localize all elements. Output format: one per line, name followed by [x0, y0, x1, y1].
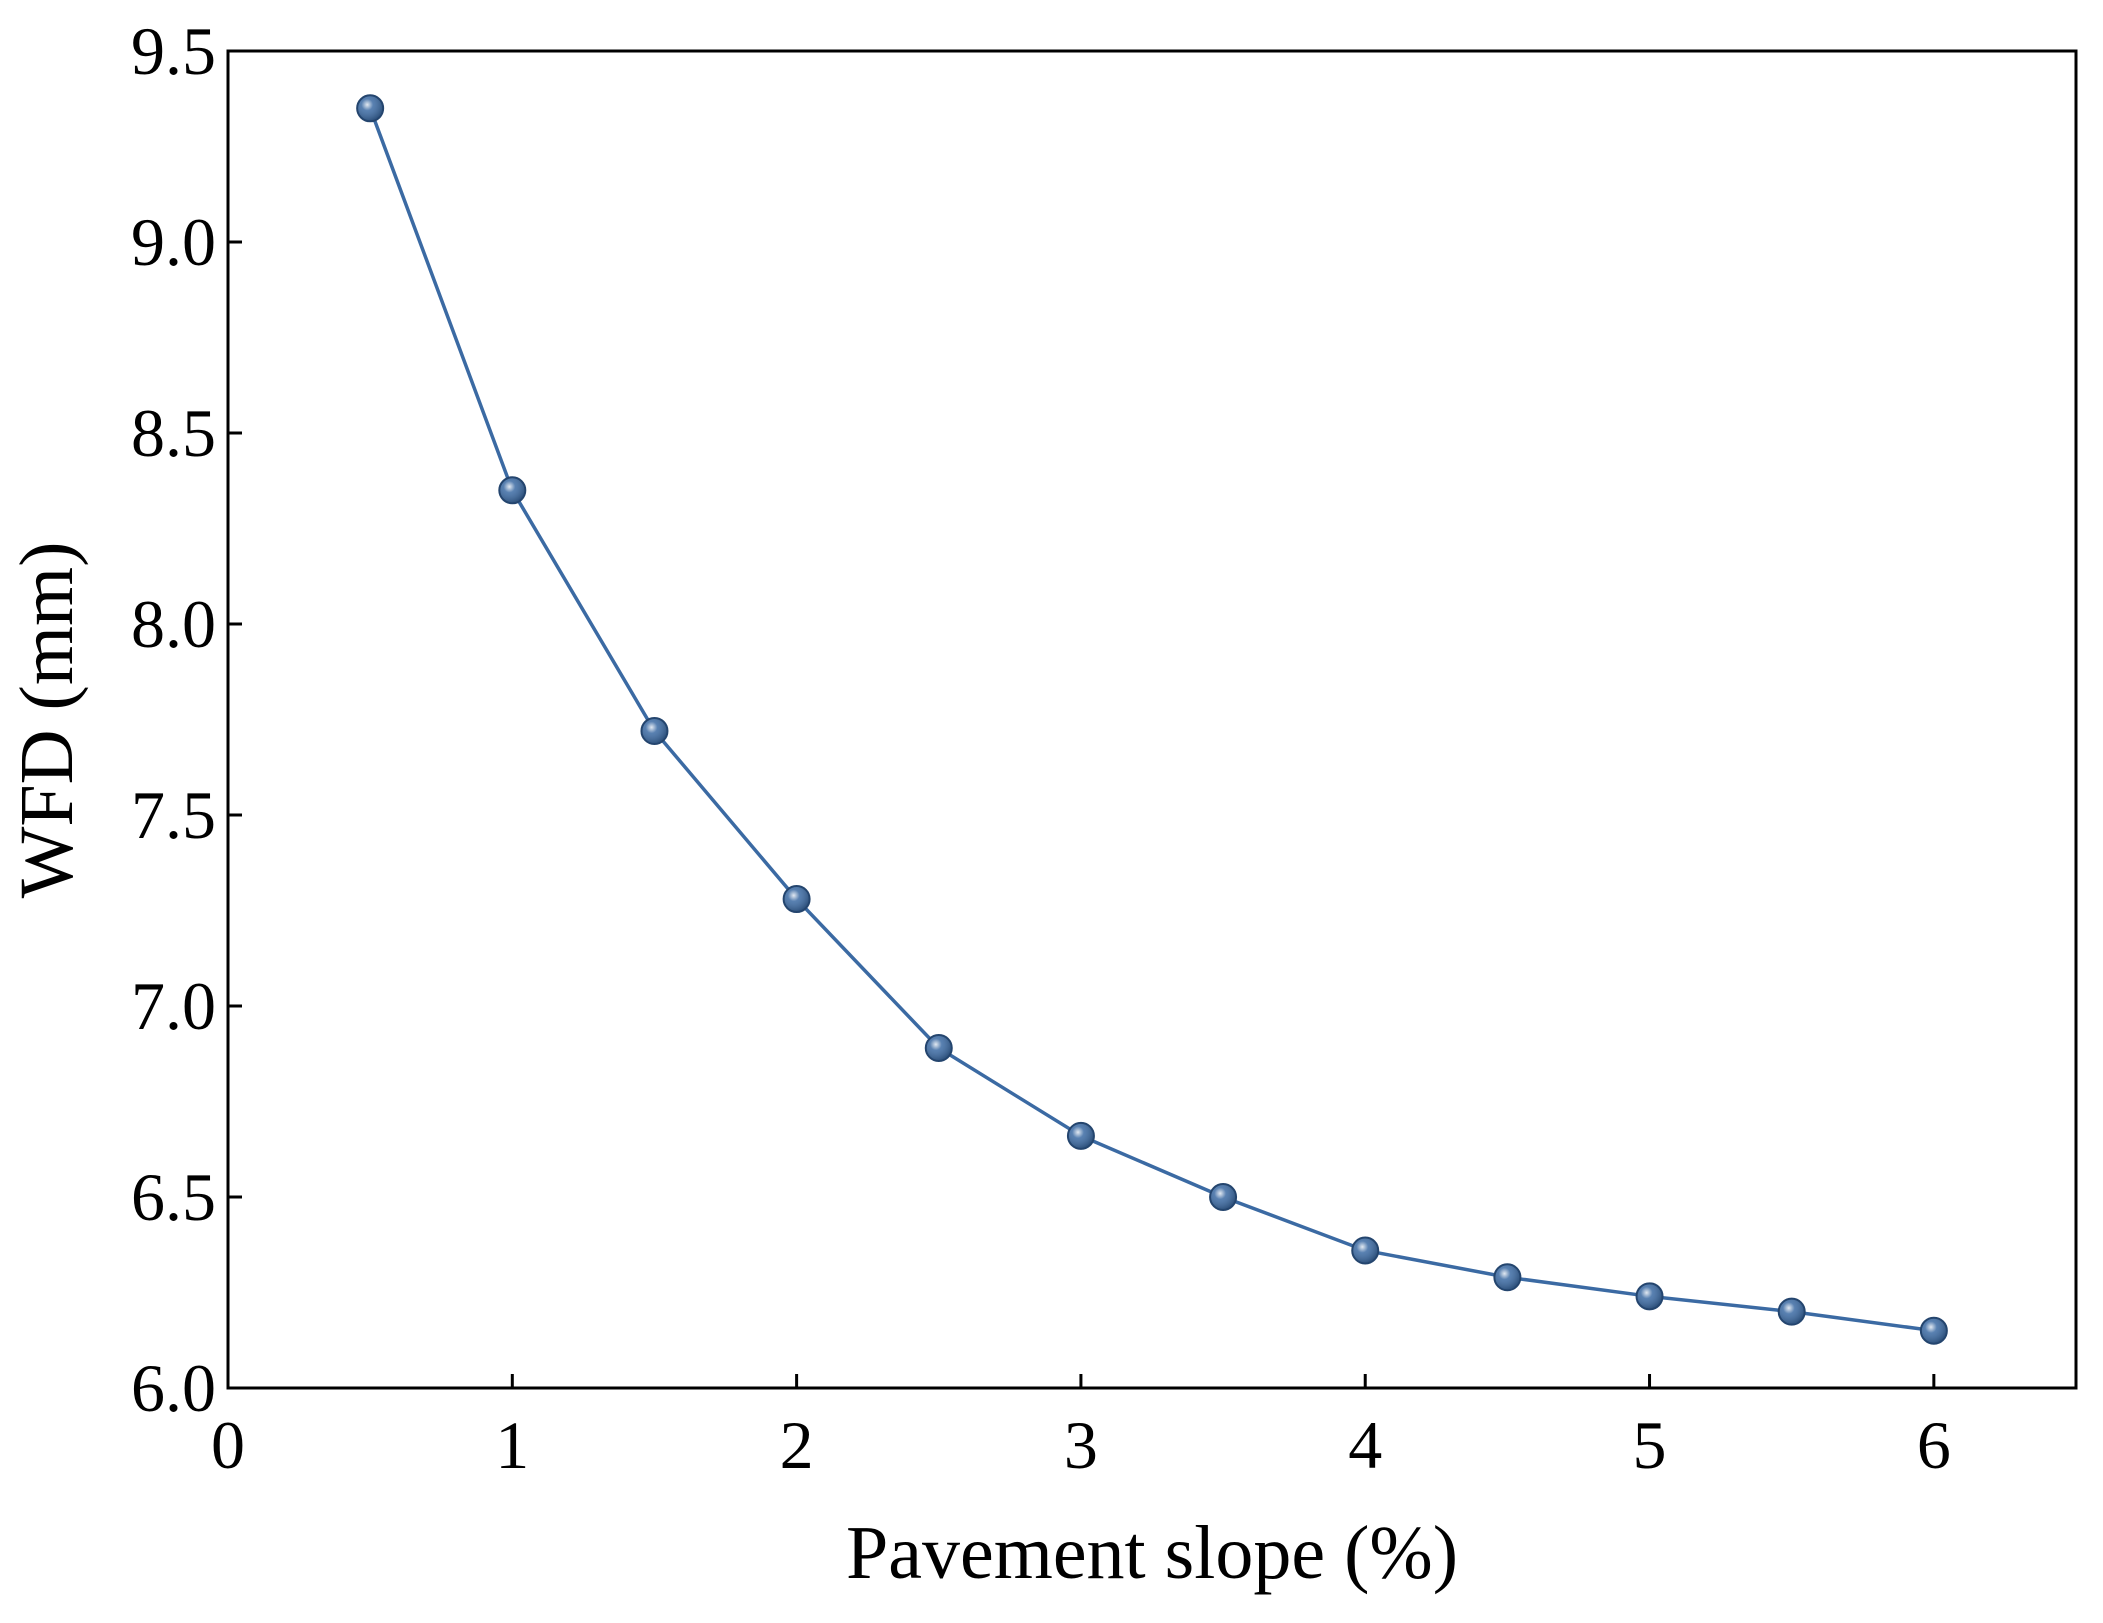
- x-tick-label: 0: [211, 1407, 245, 1483]
- point-shine: [784, 887, 809, 912]
- point-shine: [1921, 1318, 1946, 1343]
- point-shine: [642, 718, 667, 743]
- point-shine: [1068, 1123, 1093, 1148]
- y-tick-label: 8.5: [131, 395, 216, 471]
- point-shine: [1779, 1299, 1804, 1324]
- point-shine: [1495, 1265, 1520, 1290]
- point-shine: [1211, 1185, 1236, 1209]
- y-tick-label: 8.0: [131, 586, 216, 662]
- point-shine: [500, 478, 525, 503]
- x-tick-label: 3: [1064, 1407, 1098, 1483]
- x-tick-label: 5: [1633, 1407, 1667, 1483]
- x-axis-label: Pavement slope (%): [846, 1511, 1458, 1595]
- x-tick-label: 6: [1917, 1407, 1951, 1483]
- y-tick-label: 6.5: [131, 1159, 216, 1235]
- series-line: [368, 107, 1935, 1333]
- y-tick-label: 9.0: [131, 204, 216, 280]
- x-tick-label: 2: [780, 1407, 814, 1483]
- y-tick-label: 7.5: [131, 777, 216, 853]
- y-tick-label: 9.5: [131, 13, 216, 89]
- y-tick-label: 6.0: [131, 1350, 216, 1426]
- x-tick-label: 1: [495, 1407, 529, 1483]
- point-shine: [1637, 1284, 1662, 1309]
- plot-frame: [226, 49, 2078, 1390]
- point-shine: [926, 1036, 951, 1061]
- y-tick-label: 7.0: [131, 968, 216, 1044]
- point-shine: [358, 96, 383, 121]
- point-shine: [1353, 1238, 1378, 1263]
- x-tick-label: 4: [1348, 1407, 1382, 1483]
- y-axis-label: WFD (mm): [5, 542, 89, 899]
